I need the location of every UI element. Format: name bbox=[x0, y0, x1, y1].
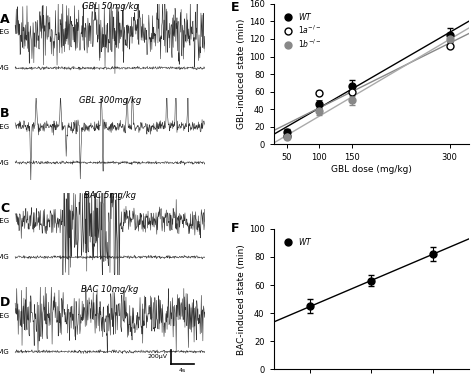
Text: EEG: EEG bbox=[0, 313, 9, 319]
X-axis label: GBL dose (mg/kg): GBL dose (mg/kg) bbox=[331, 165, 412, 174]
Text: BAC 10mg/kg: BAC 10mg/kg bbox=[82, 285, 139, 294]
Text: C: C bbox=[0, 202, 9, 215]
Text: B: B bbox=[0, 107, 9, 120]
Text: EEG: EEG bbox=[0, 29, 9, 35]
Text: EMG: EMG bbox=[0, 349, 9, 355]
Text: EEG: EEG bbox=[0, 218, 9, 224]
Y-axis label: BAC-induced state (min): BAC-induced state (min) bbox=[237, 244, 246, 354]
Text: F: F bbox=[230, 222, 239, 235]
Text: 4s: 4s bbox=[179, 368, 186, 373]
Text: 200μV: 200μV bbox=[147, 354, 167, 359]
Y-axis label: GBL-induced state (min): GBL-induced state (min) bbox=[237, 19, 246, 129]
Legend: $\it{WT}$: $\it{WT}$ bbox=[277, 233, 316, 250]
Text: EEG: EEG bbox=[0, 124, 9, 130]
Text: EMG: EMG bbox=[0, 65, 9, 71]
Legend: $\it{WT}$, $\it{1a^{-/-}}$, $\it{1b^{-/-}}$: $\it{WT}$, $\it{1a^{-/-}}$, $\it{1b^{-/-… bbox=[277, 8, 325, 52]
Text: GBL 50mg/kg: GBL 50mg/kg bbox=[82, 2, 138, 11]
Text: BAC 5mg/kg: BAC 5mg/kg bbox=[84, 191, 136, 200]
Text: GBL 300mg/kg: GBL 300mg/kg bbox=[79, 97, 141, 106]
Text: EMG: EMG bbox=[0, 159, 9, 166]
Text: E: E bbox=[230, 1, 239, 14]
Text: D: D bbox=[0, 296, 10, 309]
Text: A: A bbox=[0, 13, 9, 26]
Text: EMG: EMG bbox=[0, 254, 9, 260]
